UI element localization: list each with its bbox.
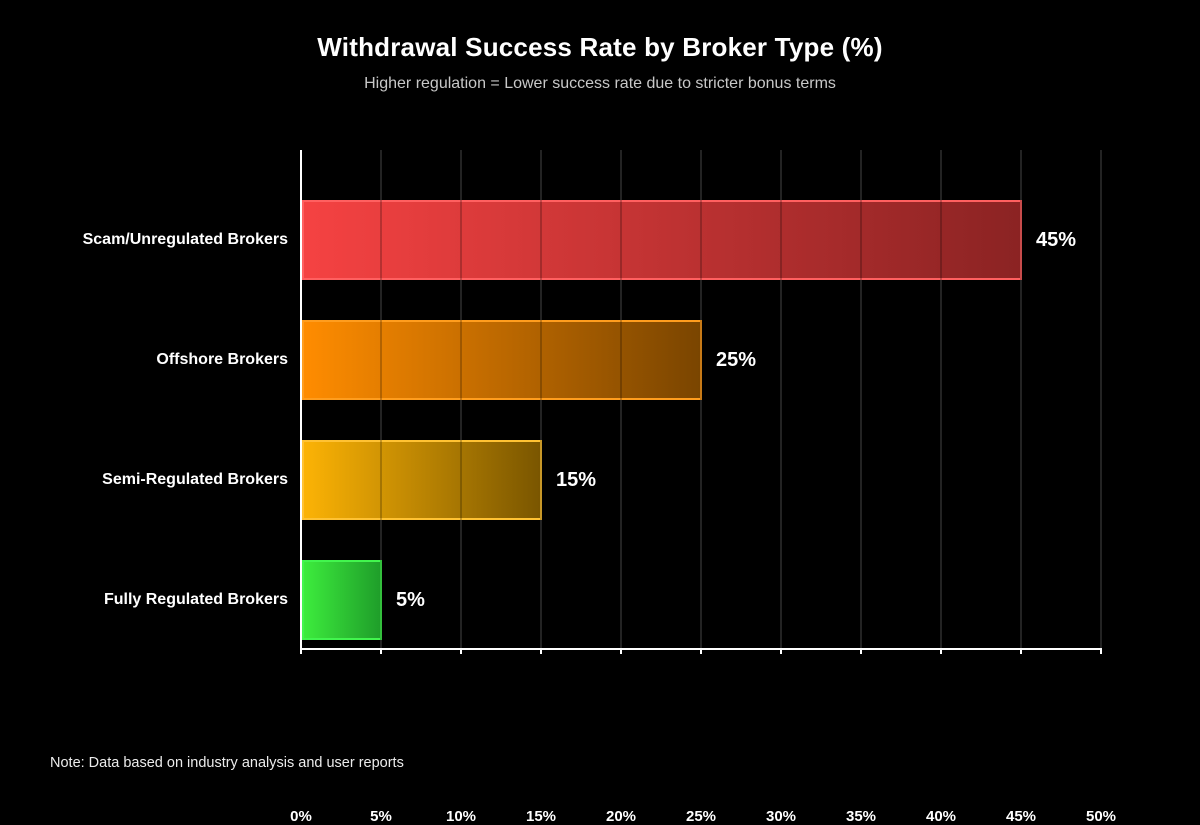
x-tick-mark [380,648,382,654]
bar-4 [302,560,382,640]
x-tick-mark [780,648,782,654]
x-tick-label: 50% [1085,808,1117,825]
category-label: Scam/Unregulated Brokers [82,231,288,248]
gridline-overlay [1100,150,1102,648]
x-tick-mark [300,648,302,654]
gridline-overlay [860,150,862,648]
gridline-overlay [380,150,382,648]
value-label: 5% [396,588,425,611]
footnote: Note: Data based on industry analysis an… [50,755,404,771]
x-tick-label: 35% [845,808,877,825]
x-tick-mark [700,648,702,654]
gridline-overlay [1020,150,1022,648]
category-label: Offshore Brokers [156,351,288,368]
gridline-overlay [460,150,462,648]
chart-canvas: Withdrawal Success Rate by Broker Type (… [50,32,1117,825]
x-tick-label: 5% [370,808,392,825]
category-label: Semi-Regulated Brokers [102,471,288,488]
gridline [860,150,862,648]
value-label: 15% [556,468,597,491]
x-tick-label: 0% [290,808,312,825]
bar-3 [302,440,542,520]
y-axis-line [300,150,302,648]
x-tick-label: 20% [605,808,637,825]
gridline-overlay [700,150,702,648]
x-tick-label: 30% [765,808,797,825]
gridline-overlay [540,150,542,648]
x-tick-mark [1020,648,1022,654]
value-label: 45% [1036,228,1077,251]
x-tick-label: 45% [1005,808,1037,825]
x-tick-label: 10% [445,808,477,825]
gridline-overlay [620,150,622,648]
x-tick-mark [460,648,462,654]
chart-subtitle: Higher regulation = Lower success rate d… [364,75,836,92]
gridline [1100,150,1102,648]
gridline [1020,150,1022,648]
plot-area: Scam/Unregulated Brokers 45% Offshore Brok… [83,150,1116,825]
x-tick-label: 40% [925,808,957,825]
x-tick-mark [1100,648,1102,654]
gridline-overlay [940,150,942,648]
chart-title: Withdrawal Success Rate by Broker Type (… [317,32,883,62]
category-label: Fully Regulated Brokers [103,591,288,608]
bar-2 [302,320,702,400]
x-tick-label: 25% [685,808,717,825]
x-tick-mark [620,648,622,654]
bar-1 [302,200,1022,280]
gridline-overlay [780,150,782,648]
x-tick-mark [540,648,542,654]
x-tick-label: 15% [525,808,557,825]
x-tick-mark [860,648,862,654]
x-tick-mark [940,648,942,654]
value-label: 25% [716,348,757,371]
gridline [780,150,782,648]
gridline [940,150,942,648]
